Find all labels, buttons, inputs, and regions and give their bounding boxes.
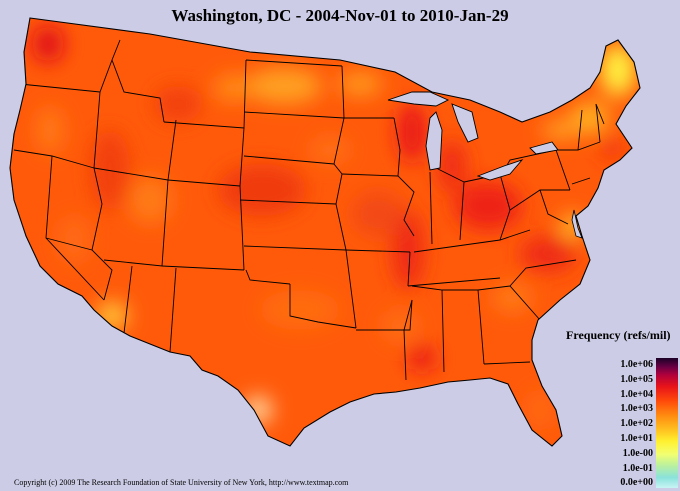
legend-label: 1.0e+01 — [620, 432, 653, 444]
bays — [571, 209, 583, 239]
legend-label: 0.0e+00 — [620, 477, 653, 489]
legend-title: Frequency (refs/mil) — [566, 328, 671, 342]
legend-label: 1.0e-01 — [622, 462, 653, 474]
state-borders — [13, 39, 605, 381]
legend-label: 1.0e-00 — [622, 447, 653, 459]
great-lakes — [387, 91, 559, 181]
copyright-notice: Copyright (c) 2009 The Research Foundati… — [14, 478, 349, 487]
legend-color-scale — [656, 358, 678, 488]
legend-label: 1.0e+06 — [620, 359, 653, 370]
map-title: Washington, DC - 2004-Nov-01 to 2010-Jan… — [171, 6, 509, 25]
legend-label: 1.0e+05 — [620, 373, 653, 385]
legend-labels: 1.0e+06 1.0e+05 1.0e+04 1.0e+03 1.0e+02 … — [597, 358, 653, 491]
legend-label: 1.0e+03 — [620, 403, 653, 415]
legend-label: 1.0e+02 — [620, 418, 653, 430]
legend-label: 1.0e+04 — [620, 388, 653, 400]
